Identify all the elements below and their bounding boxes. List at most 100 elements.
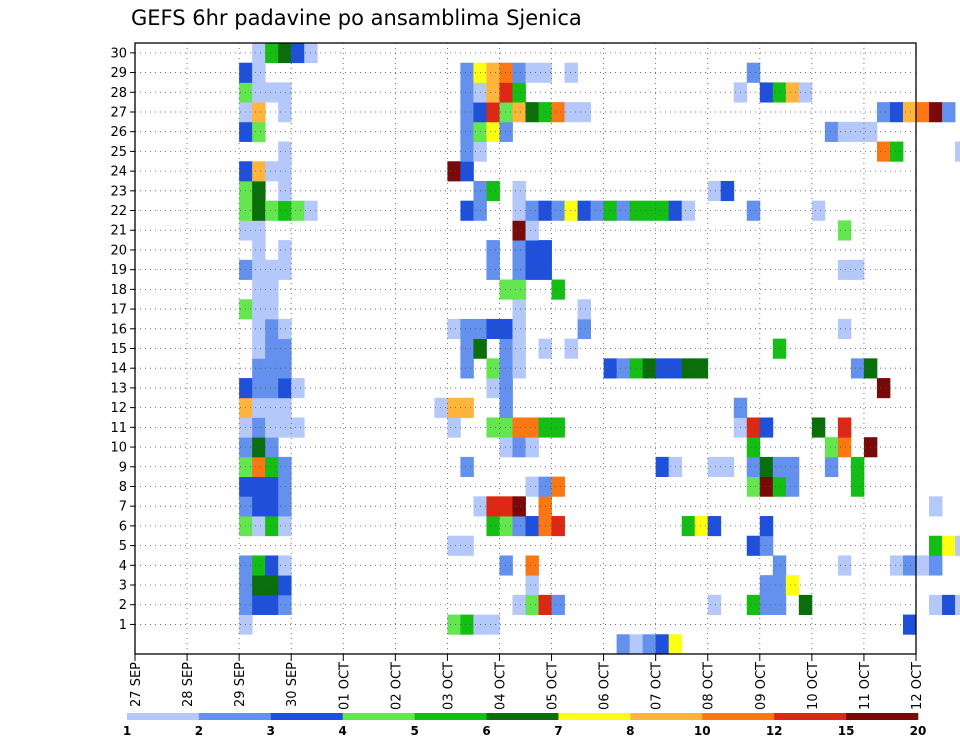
- x-tick-label: 28 SEP: [181, 662, 196, 707]
- heatmap-cell: [655, 200, 670, 221]
- heatmap-cell: [616, 358, 631, 379]
- color-legend: 1 2 3 4 5 6 7 8 10 12 15 20: [123, 713, 927, 738]
- heatmap-cell: [929, 555, 943, 576]
- heatmap-cell: [278, 43, 292, 64]
- y-tick-label: 20: [110, 243, 127, 258]
- legend-swatch: [486, 713, 559, 720]
- y-tick-label: 21: [110, 224, 127, 239]
- x-tick-label: 09 OCT: [754, 662, 769, 710]
- legend-swatch: [558, 713, 631, 720]
- heatmap-cell: [265, 417, 279, 438]
- heatmap-cell: [746, 437, 761, 458]
- heatmap-cell: [499, 62, 513, 83]
- heatmap-cell: [252, 594, 266, 615]
- heatmap-cell: [759, 535, 774, 556]
- heatmap-cell: [707, 180, 722, 202]
- heatmap-cell: [252, 82, 266, 103]
- heatmap-cell: [929, 594, 943, 615]
- heatmap-cell: [278, 555, 292, 576]
- y-tick-label: 18: [110, 283, 127, 298]
- heatmap-cell: [577, 200, 591, 221]
- heatmap-cell: [486, 102, 500, 123]
- y-tick-label: 11: [110, 421, 127, 436]
- heatmap-cell: [655, 456, 670, 478]
- heatmap-cell: [942, 535, 956, 556]
- heatmap-cell: [278, 82, 292, 103]
- heatmap-cell: [265, 575, 279, 596]
- legend-swatch: [270, 713, 344, 720]
- heatmap-cell: [278, 358, 292, 379]
- legend-swatch: [127, 713, 200, 720]
- heatmap-cell: [512, 240, 526, 261]
- heatmap-cell: [772, 575, 787, 596]
- heatmap-cell: [772, 555, 787, 576]
- heatmap-cell: [746, 62, 761, 83]
- heatmap-cell: [460, 614, 474, 635]
- heatmap-cell: [512, 200, 526, 221]
- y-tick-label: 7: [119, 500, 127, 515]
- heatmap-cell: [278, 417, 292, 438]
- heatmap-cell: [512, 220, 526, 241]
- heatmap-cell: [942, 594, 956, 615]
- heatmap-cell: [525, 259, 539, 280]
- heatmap-cell: [265, 594, 279, 615]
- heatmap-cell: [512, 299, 526, 320]
- heatmap-cell: [278, 516, 292, 537]
- heatmap-cell: [252, 220, 266, 241]
- heatmap-cell: [942, 102, 956, 123]
- heatmap-cell: [746, 417, 761, 438]
- heatmap-cell: [460, 102, 474, 123]
- heatmap-cell: [889, 102, 904, 123]
- heatmap-cell: [486, 259, 500, 280]
- heatmap-cell: [902, 614, 917, 635]
- heatmap-cell: [265, 338, 279, 359]
- heatmap-cell: [460, 318, 474, 340]
- chart-title: GEFS 6hr padavine po ansamblima Sjenica: [131, 6, 582, 30]
- heatmap-cell: [759, 82, 774, 103]
- heatmap-cell: [785, 456, 800, 478]
- heatmap-cell: [525, 516, 539, 537]
- heatmap-cell: [278, 240, 292, 261]
- heatmap-cell: [512, 62, 526, 83]
- heatmap-cell: [499, 358, 513, 379]
- heatmap-cell: [876, 141, 891, 162]
- legend-label: 20: [910, 724, 927, 738]
- heatmap-cell: [955, 594, 960, 615]
- x-tick-label: 11 OCT: [858, 662, 873, 710]
- heatmap-cell: [252, 575, 266, 596]
- heatmap-cell: [252, 417, 266, 438]
- heatmap-cell: [252, 180, 266, 202]
- heatmap-cell: [460, 82, 474, 103]
- heatmap-cell: [785, 82, 800, 103]
- heatmap-cell: [252, 476, 266, 497]
- heatmap-cell: [551, 516, 565, 537]
- heatmap-cell: [252, 102, 266, 123]
- heatmap-cell: [551, 476, 565, 497]
- heatmap-cell: [460, 358, 474, 379]
- heatmap-cell: [707, 594, 722, 615]
- heatmap-cell: [265, 259, 279, 280]
- heatmap-cell: [447, 535, 461, 556]
- heatmap-cell: [616, 200, 631, 221]
- heatmap-cell: [265, 496, 279, 517]
- heatmap-cell: [759, 456, 774, 478]
- legend-label: 5: [410, 724, 418, 738]
- heatmap-cell: [837, 437, 852, 458]
- heatmap-cell: [824, 456, 839, 478]
- heatmap-cell: [916, 555, 930, 576]
- heatmap-cell: [746, 535, 761, 556]
- y-tick-label: 14: [110, 362, 127, 377]
- heatmap-cell: [525, 437, 539, 458]
- heatmap-cell: [720, 180, 735, 202]
- heatmap-cell: [252, 121, 266, 142]
- x-tick-label: 04 OCT: [493, 662, 508, 710]
- heatmap-cell: [434, 397, 448, 418]
- heatmap-cell: [694, 516, 709, 537]
- heatmap-cell: [824, 437, 839, 458]
- y-tick-label: 15: [110, 342, 127, 357]
- grid-lines: [135, 43, 916, 654]
- heatmap-cell: [824, 121, 839, 142]
- heatmap-cell: [499, 338, 513, 359]
- heatmap-cell: [759, 476, 774, 497]
- heatmap-cell: [486, 496, 500, 517]
